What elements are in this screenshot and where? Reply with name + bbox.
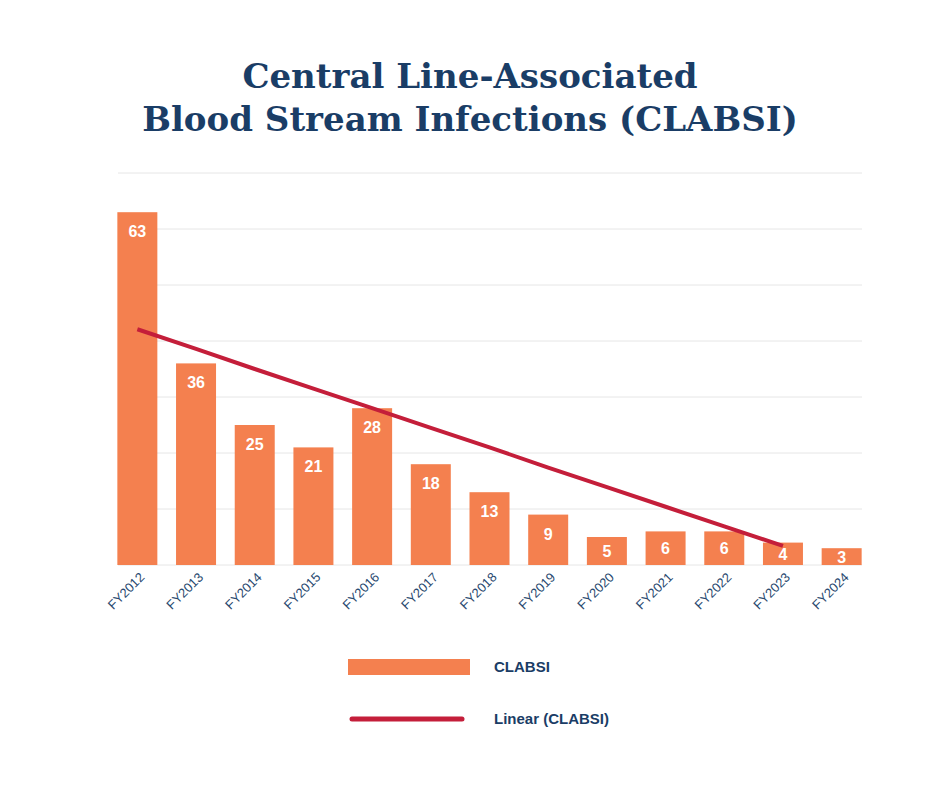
x-tick-label: FY2013 xyxy=(163,570,206,613)
bar xyxy=(704,531,744,565)
data-label: 63 xyxy=(128,223,146,240)
x-tick-label: FY2014 xyxy=(222,570,265,613)
title-line: Central Line-Associated xyxy=(242,56,697,96)
data-label: 6 xyxy=(661,540,670,557)
data-label: 3 xyxy=(837,549,846,566)
x-tick-label: FY2020 xyxy=(574,570,617,613)
x-tick-label: FY2017 xyxy=(398,570,441,613)
data-label: 13 xyxy=(481,503,499,520)
title-line: Blood Stream Infections (CLABSI) xyxy=(142,99,798,139)
grid-line xyxy=(118,229,862,230)
bar xyxy=(235,425,275,565)
data-label: 21 xyxy=(305,458,323,475)
x-tick-label: FY2018 xyxy=(457,570,500,613)
legend-swatch xyxy=(352,717,462,722)
data-labels: 63 36 25 21 28 18 13 9 5 6 6 4 3 xyxy=(128,223,846,565)
bar xyxy=(352,408,392,565)
data-label: 6 xyxy=(720,540,729,557)
grid-line xyxy=(118,341,862,342)
x-tick-label: FY2012 xyxy=(105,570,148,613)
data-label: 28 xyxy=(363,419,381,436)
x-tick-label: FY2016 xyxy=(339,570,382,613)
bar xyxy=(646,531,686,565)
legend-swatch xyxy=(348,659,470,675)
bar xyxy=(293,447,333,565)
bar xyxy=(117,212,157,565)
x-tick-label: FY2023 xyxy=(750,570,793,613)
bar xyxy=(411,464,451,565)
data-label: 25 xyxy=(246,436,264,453)
data-label: 36 xyxy=(187,374,205,391)
x-tick-label: FY2019 xyxy=(516,570,559,613)
legend: CLABSI Linear (CLABSI) xyxy=(348,658,609,727)
bar xyxy=(528,515,568,565)
grid-line xyxy=(118,453,862,454)
grid-line xyxy=(118,285,862,286)
data-label: 18 xyxy=(422,475,440,492)
bar xyxy=(822,548,862,565)
x-tick-label: FY2024 xyxy=(809,570,852,613)
grid xyxy=(118,173,862,565)
x-tick-label: FY2015 xyxy=(281,570,324,613)
marks xyxy=(117,212,861,565)
trend-line xyxy=(137,329,783,546)
data-label: 5 xyxy=(602,543,611,560)
chart: Central Line-AssociatedBlood Stream Infe… xyxy=(0,0,940,788)
grid-line xyxy=(118,397,862,398)
data-label: 9 xyxy=(544,526,553,543)
bar xyxy=(470,492,510,565)
x-tick-label: FY2021 xyxy=(633,570,676,613)
legend-label: CLABSI xyxy=(494,658,550,675)
bar xyxy=(176,363,216,565)
grid-line xyxy=(118,173,862,174)
x-tick-label: FY2022 xyxy=(692,570,735,613)
data-label: 4 xyxy=(779,546,788,563)
title: Central Line-AssociatedBlood Stream Infe… xyxy=(142,56,798,139)
bar xyxy=(587,537,627,565)
bar xyxy=(763,543,803,565)
legend-label: Linear (CLABSI) xyxy=(494,710,609,727)
